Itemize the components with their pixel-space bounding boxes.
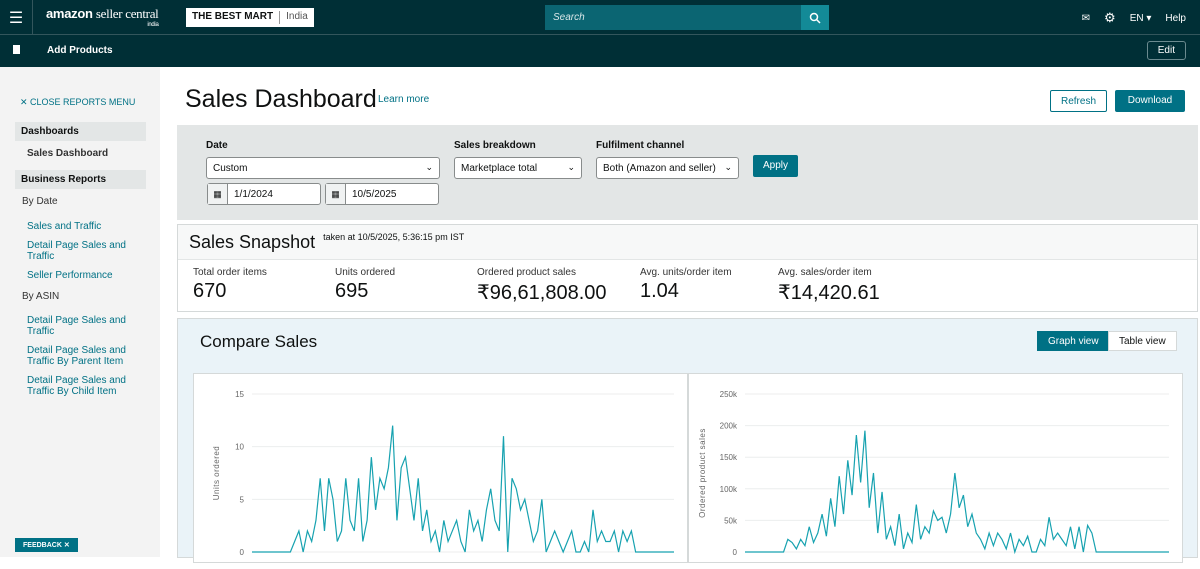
sidebar-item-sales-traffic[interactable]: Sales and Traffic: [27, 221, 102, 232]
feedback-button[interactable]: FEEDBACK ✕: [15, 538, 78, 552]
bookmark-icon[interactable]: [13, 45, 20, 54]
store-name: THE BEST MART: [192, 11, 274, 22]
breakdown-value: Marketplace total: [461, 163, 538, 174]
page-title: Sales Dashboard: [185, 85, 377, 113]
sub-nav: Add Products Edit: [0, 35, 1200, 67]
y-axis-label: Units ordered: [212, 446, 221, 501]
gear-icon[interactable]: ⚙: [1104, 10, 1116, 25]
apply-button[interactable]: Apply: [753, 155, 799, 177]
compare-sales: Compare Sales Graph view Table view 0 5 10…: [177, 318, 1198, 563]
chevron-down-icon: ⌄: [724, 162, 732, 172]
mail-icon[interactable]: ✉: [1081, 12, 1091, 24]
y-tick-label: 5: [240, 495, 245, 504]
metric-value: 695: [335, 280, 369, 302]
y-axis-label: Ordered product sales: [698, 428, 707, 518]
feedback-label: FEEDBACK: [23, 542, 62, 549]
sidebar-item-asin-child[interactable]: Detail Page Sales and Traffic By Child I…: [27, 375, 126, 397]
top-bar: ☰ amazon seller central india THE BEST MA…: [0, 0, 1200, 35]
dashboards-heading: Dashboards: [15, 122, 146, 141]
y-tick-label: 250k: [720, 390, 738, 399]
y-tick-label: 50k: [724, 516, 738, 525]
close-label: CLOSE REPORTS MENU: [30, 97, 136, 107]
metric-value: ₹96,61,808.00: [477, 282, 607, 304]
snapshot-timestamp: taken at 10/5/2025, 5:36:15 pm IST: [323, 232, 465, 242]
y-tick-label: 100k: [720, 485, 738, 494]
sidebar-item-sales-dashboard[interactable]: Sales Dashboard: [27, 148, 109, 159]
calendar-icon[interactable]: ▦: [326, 184, 346, 204]
snapshot-header: Sales Snapshot taken at 10/5/2025, 5:36:1…: [178, 225, 1197, 260]
sidebar-item-detail-page[interactable]: Detail Page Sales and Traffic: [27, 240, 126, 262]
y-tick-label: 0: [240, 548, 245, 557]
search-input[interactable]: Search: [545, 5, 801, 30]
store-selector[interactable]: THE BEST MART India: [186, 8, 314, 27]
start-date: 1/1/2024: [234, 189, 273, 200]
breakdown-select[interactable]: Marketplace total ⌄: [454, 157, 582, 179]
marketplace: India: [279, 11, 308, 24]
download-button[interactable]: Download: [1115, 90, 1185, 112]
metric-avg-sales: Avg. sales/order item ₹14,420.61: [778, 267, 880, 304]
metric-value: 670: [193, 280, 227, 302]
by-asin-heading: By ASIN: [22, 291, 60, 302]
logo-region: india: [147, 22, 159, 28]
series-line: [745, 430, 1169, 555]
start-date-input[interactable]: ▦ 1/1/2024: [207, 183, 321, 205]
y-tick-label: 15: [235, 390, 244, 399]
date-select[interactable]: Custom ⌄: [206, 157, 440, 179]
reports-sidebar: ✕ CLOSE REPORTS MENU Dashboards Sales Da…: [0, 67, 160, 557]
help-link[interactable]: Help: [1165, 12, 1186, 24]
y-tick-label: 10: [235, 443, 244, 452]
search-icon: [809, 12, 821, 24]
series-line: [252, 425, 674, 554]
date-value: Custom: [213, 163, 248, 174]
channel-value: Both (Amazon and seller): [603, 163, 716, 174]
breakdown-label: Sales breakdown: [454, 140, 536, 151]
logo-text: amazon: [46, 6, 93, 21]
end-date-input[interactable]: ▦ 10/5/2025: [325, 183, 439, 205]
metric-value: ₹14,420.61: [778, 282, 880, 304]
edit-button[interactable]: Edit: [1146, 41, 1186, 60]
by-date-heading: By Date: [22, 196, 58, 207]
metric-value: 1.04: [640, 280, 679, 302]
search-button[interactable]: [801, 5, 829, 30]
y-tick-label: 200k: [720, 422, 738, 431]
sidebar-item-seller-performance[interactable]: Seller Performance: [27, 270, 113, 281]
metric-avg-units: Avg. units/order item 1.04: [640, 267, 732, 302]
compare-sales-title: Compare Sales: [200, 332, 318, 351]
filters-panel: Date Custom ⌄ ▦ 1/1/2024 ▦ 10/5/2025 Sales …: [177, 125, 1198, 220]
end-date: 10/5/2025: [352, 189, 397, 200]
sales-chart: 0 50k 100k 150k 200k 250k Ordered product sale…: [688, 373, 1183, 563]
learn-more-link[interactable]: Learn more: [378, 94, 430, 105]
metric-ordered-product-sales: Ordered product sales ₹96,61,808.00: [477, 267, 607, 304]
add-products-link[interactable]: Add Products: [47, 45, 113, 56]
calendar-icon[interactable]: ▦: [208, 184, 228, 204]
refresh-button[interactable]: Refresh: [1050, 90, 1108, 112]
channel-label: Fulfilment channel: [596, 140, 685, 151]
sidebar-item-asin-parent[interactable]: Detail Page Sales and Traffic By Parent …: [27, 345, 126, 367]
table-view-tab[interactable]: Table view: [1108, 331, 1177, 351]
logo-suffix: seller central: [95, 6, 159, 21]
language-selector[interactable]: EN ▾: [1129, 12, 1152, 24]
y-tick-label: 0: [733, 548, 738, 557]
channel-select[interactable]: Both (Amazon and seller) ⌄: [596, 157, 739, 179]
business-reports-heading: Business Reports: [15, 170, 146, 189]
seller-central-logo[interactable]: amazon seller central india: [46, 6, 159, 28]
sales-snapshot: Sales Snapshot taken at 10/5/2025, 5:36:1…: [177, 224, 1198, 312]
date-label: Date: [206, 140, 228, 151]
menu-icon[interactable]: ☰: [0, 0, 33, 35]
snapshot-title: Sales Snapshot: [189, 232, 316, 252]
metric-units-ordered: Units ordered 695: [335, 267, 396, 302]
chevron-down-icon: ⌄: [425, 162, 433, 172]
chevron-down-icon: ⌄: [567, 162, 575, 172]
close-reports-menu[interactable]: ✕ CLOSE REPORTS MENU: [20, 97, 136, 107]
sidebar-item-asin-detail[interactable]: Detail Page Sales and Traffic: [27, 315, 126, 337]
graph-view-tab[interactable]: Graph view: [1037, 331, 1110, 351]
metric-total-order-items: Total order items 670: [193, 267, 267, 302]
y-tick-label: 150k: [720, 453, 738, 462]
language-label: EN: [1129, 12, 1144, 24]
units-ordered-chart: 0 5 10 15 Units ordered: [193, 373, 688, 563]
